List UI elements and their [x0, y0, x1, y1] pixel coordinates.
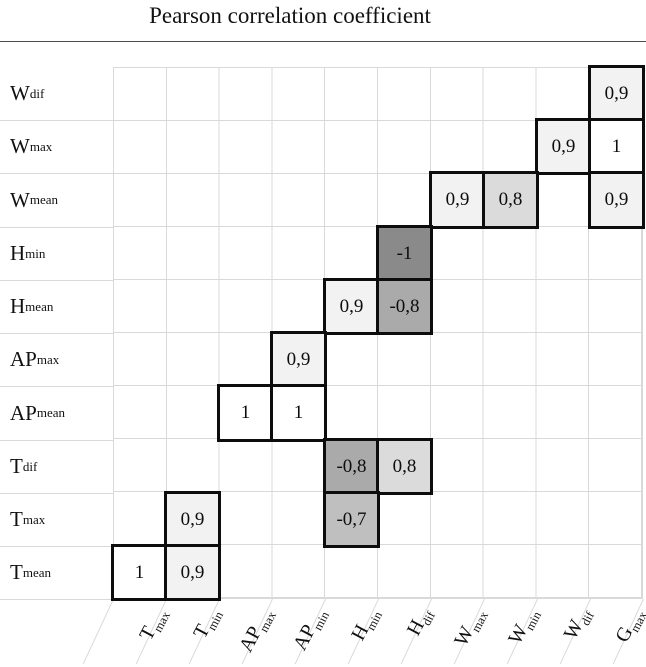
row-label-sub: dif [22, 458, 38, 474]
matrix-cell-hmean-hmin: 0,9 [323, 278, 380, 335]
row-label-sub: mean [22, 564, 52, 580]
row-label-base: W [10, 81, 30, 105]
row-label-base: W [10, 134, 30, 158]
matrix-cell-tmax-hmin: -0,7 [323, 491, 380, 548]
col-label-t-max: Tmax [109, 604, 173, 667]
col-label-ap-max: APmax [215, 604, 279, 667]
cell-value: 1 [134, 561, 145, 583]
cell-value: 0,9 [604, 189, 629, 210]
col-label-h-dif: Hdif [374, 604, 438, 667]
axis-tick-line [82, 598, 115, 665]
cell-value: 1 [293, 402, 304, 423]
matrix-cell-tmean-tmin: 0,9 [164, 544, 221, 601]
row-label-base: T [10, 454, 23, 478]
row-label-base: AP [10, 347, 37, 371]
matrix-cell-wmean-gmax: 0,9 [588, 171, 645, 229]
row-label-base: AP [10, 400, 37, 425]
matrix-cell-wmean-wmin: 0,8 [482, 171, 539, 229]
row-label-sub: max [22, 511, 46, 527]
matrix-cell-tmax-tmin: 0,9 [164, 491, 221, 548]
col-label-w-dif: Wdif [533, 604, 597, 667]
row-label-base: H [10, 241, 26, 265]
row-label-ap-mean: AP mean [10, 386, 110, 440]
row-label-sub: min [25, 245, 46, 261]
matrix-cell-wmax-wdif: 0,9 [535, 118, 592, 175]
col-label-w-min: Wmin [480, 604, 544, 667]
matrix-cell-apmean-apmin: 1 [270, 384, 327, 442]
cell-value: 1 [611, 135, 622, 157]
cell-value: -0,8 [336, 455, 367, 477]
matrix-cell-tdif-hdif: 0,8 [376, 438, 433, 495]
cell-value: 0,9 [551, 135, 576, 157]
cell-value: 0,9 [180, 561, 205, 583]
row-label-base: T [10, 507, 23, 531]
row-label-base: W [10, 187, 30, 212]
row-label-sub: mean [29, 192, 59, 208]
title-separator-line [0, 41, 646, 43]
row-gridline-extension [0, 546, 113, 547]
matrix-cell-wmax-gmax: 1 [588, 118, 645, 175]
row-gridline-extension [0, 173, 113, 174]
row-gridline-extension [0, 280, 113, 281]
matrix-cell-tdif-hmin: -0,8 [323, 438, 380, 495]
matrix-cell-tmean-tmax: 1 [111, 544, 168, 601]
col-label-t-min: Tmin [162, 604, 226, 667]
row-label-base: T [10, 560, 23, 584]
row-label-sub: mean [25, 298, 54, 314]
col-label-ap-min: APmin [268, 604, 332, 667]
cell-value: 0,8 [392, 455, 417, 477]
matrix-cell-wmean-wmax: 0,9 [429, 171, 486, 229]
row-label-sub: max [36, 351, 60, 367]
row-label-sub: mean [36, 405, 66, 421]
cell-value: 0,9 [445, 189, 470, 210]
cell-value: 0,9 [604, 82, 629, 104]
cell-value: -1 [396, 242, 413, 264]
cell-value: -0,7 [336, 508, 367, 530]
row-gridline-extension [0, 493, 113, 494]
matrix-cell-apmax-apmin: 0,9 [270, 331, 327, 388]
chart-title: Pearson correlation coefficient [149, 3, 431, 28]
row-label-sub: dif [29, 85, 45, 101]
matrix-cell-hmin-hdif: -1 [376, 225, 433, 282]
cell-value: 1 [240, 402, 251, 423]
row-gridline-extension [0, 120, 113, 121]
row-gridline-extension [0, 386, 113, 387]
row-gridline-extension [0, 440, 113, 441]
cell-value: 0,9 [339, 295, 364, 317]
matrix-cell-hmean-hdif: -0,8 [376, 278, 433, 335]
cell-value: 0,9 [286, 348, 311, 370]
col-label-w-max: Wmax [427, 604, 491, 667]
row-gridline-extension [0, 333, 113, 334]
col-label-h-min: Hmin [321, 604, 385, 667]
row-label-sub: max [29, 138, 53, 154]
matrix-cell-apmean-apmax: 1 [217, 384, 274, 442]
col-label-g-max: Gmax [586, 604, 646, 667]
row-label-base: H [10, 294, 26, 318]
cell-value: -0,8 [389, 295, 420, 317]
cell-value: 0,8 [498, 189, 523, 210]
cell-value: 0,9 [180, 508, 205, 530]
row-gridline-extension [0, 599, 113, 600]
matrix-cell-wdif-gmax: 0,9 [588, 65, 645, 122]
row-gridline-extension [0, 227, 113, 228]
row-label-ap-max: AP max [10, 333, 110, 386]
